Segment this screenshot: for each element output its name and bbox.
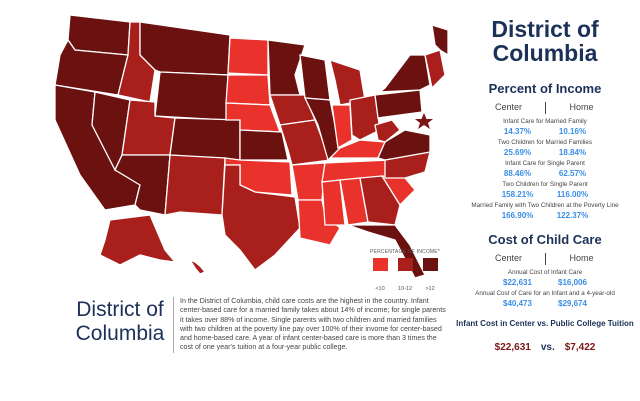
vs-label: vs. [540,342,555,353]
cost-columns: Center Home [450,253,640,265]
center-value: $22,631 [503,278,532,287]
panel-title: District of Columbia [491,16,599,66]
stat-row: Annual Cost of Infant Care $22,631 $16,006 [450,269,640,287]
home-value: 10.16% [558,127,587,136]
state-wy[interactable] [154,71,229,121]
center-value: 158.21% [501,190,534,199]
summary-title: District of Columbia [75,298,165,345]
col-home: Home [569,102,594,112]
stat-row: Two Children for Married Families 25.69% 1… [450,139,640,157]
state-nd[interactable] [227,37,269,76]
center-value: 25.69% [503,148,532,157]
detail-panel: District of Columbia Percent of Income C… [450,0,640,353]
state-wa[interactable] [67,14,131,56]
state-in[interactable] [331,104,353,150]
state-mo[interactable] [279,119,331,166]
home-value: $29,674 [558,299,587,308]
infant-cost: $22,631 [494,342,531,353]
state-ar[interactable] [291,162,326,201]
legend-swatch-low [372,258,388,271]
state-pa[interactable] [374,89,423,119]
col-center: Center [494,253,522,263]
stat-label: Two Children for Married Families [497,139,593,146]
dc-star-icon[interactable] [415,113,433,129]
stat-label: Infant Care for Single Parent [505,160,585,167]
legend-swatch-high [422,258,438,271]
state-wv[interactable] [374,119,401,143]
state-wi[interactable] [299,54,331,101]
compare-heading: Infant Cost in Center vs. Public College… [456,319,634,328]
state-ky[interactable] [328,139,386,159]
stat-row: Infant Care for Married Family 14.37% 10.1… [450,118,640,136]
stat-label: Infant Care for Married Family [503,118,587,125]
state-nm[interactable] [164,154,226,216]
legend-title: PERCENTAGE OF INCOME* [370,249,440,255]
center-value: 166.90% [501,211,534,220]
stat-label: Married Family with Two Children at the … [471,202,619,209]
home-value: 122.37% [556,211,589,220]
home-value: 18.84% [558,148,587,157]
state-tx[interactable] [221,164,301,271]
state-co[interactable] [169,117,241,161]
center-value: 88.46% [503,169,532,178]
summary-text: In the District of Columbia, child care … [173,297,450,353]
legend-label: <10 [375,286,385,292]
state-ak[interactable] [99,214,177,266]
compare-values: $22,631 vs. $7,422 [450,342,640,353]
state-hi[interactable] [188,258,207,275]
home-value: 62.57% [558,169,587,178]
state-ks[interactable] [239,129,289,161]
state-mt[interactable] [139,21,231,76]
cost-heading: Cost of Child Care [488,232,602,247]
center-value: 14.37% [503,127,532,136]
percent-columns: Center Home [450,102,640,114]
tuition-cost: $7,422 [564,342,596,353]
state-ms[interactable] [321,179,346,226]
home-value: $16,006 [558,278,587,287]
legend-swatch-mid [397,258,413,271]
legend-label: 10-12 [397,286,413,292]
center-value: $40,473 [503,299,532,308]
stat-label: Annual Cost of Infant Care [507,269,583,276]
col-home: Home [569,253,594,263]
state-sd[interactable] [225,74,271,106]
state-ny[interactable] [378,54,431,93]
stat-row: Infant Care for Single Parent 88.46% 62.57… [450,160,640,178]
stat-label: Two Children for Single Parent [502,181,588,188]
stat-label: Annual Cost of Care for an Infant and a … [475,290,615,297]
state-la[interactable] [297,199,341,246]
state-fl[interactable] [347,224,426,279]
legend-label: >12 [425,286,435,292]
legend: PERCENTAGE OF INCOME* <10 10-12 >12 [355,249,455,295]
state-me[interactable] [431,24,449,57]
state-mn[interactable] [267,39,306,96]
state-ne_st[interactable] [424,49,446,90]
percent-heading: Percent of Income [488,81,602,96]
home-value: 116.00% [556,190,589,199]
stat-row: Two Children for Single Parent 158.21% 116… [450,181,640,199]
stat-row: Annual Cost of Care for an Infant and a … [450,290,640,308]
stat-row: Married Family with Two Children at the … [450,202,640,220]
col-center: Center [494,102,522,112]
state-ga[interactable] [359,175,401,226]
state-oh[interactable] [349,94,381,141]
us-map [54,14,449,279]
